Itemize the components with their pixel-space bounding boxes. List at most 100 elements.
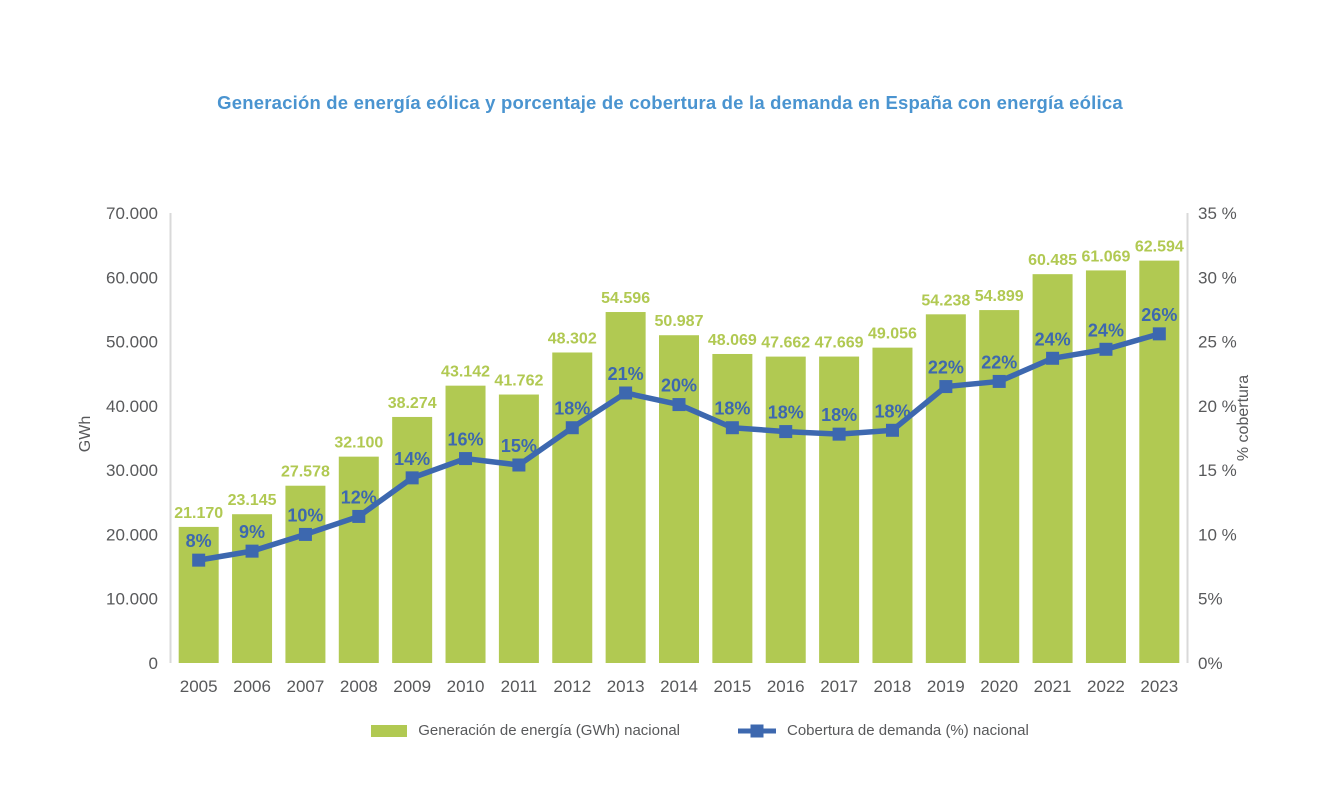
bar-value-label-2009: 38.274 bbox=[388, 395, 437, 412]
x-axis-label-2012: 2012 bbox=[553, 677, 591, 696]
line-series-swatch-icon bbox=[738, 724, 776, 737]
legend-item-generation: Generación de energía (GWh) nacional bbox=[371, 722, 680, 739]
coverage-label-2007: 10% bbox=[287, 505, 323, 525]
coverage-label-2020: 22% bbox=[981, 352, 1017, 372]
bar-value-label-2019: 54.238 bbox=[921, 292, 970, 309]
bar-value-label-2013: 54.596 bbox=[601, 290, 650, 307]
bar-value-label-2020: 54.899 bbox=[975, 288, 1024, 305]
coverage-label-2006: 9% bbox=[239, 522, 265, 542]
line-marker-2019 bbox=[939, 380, 953, 394]
bar-value-label-2023: 62.594 bbox=[1135, 239, 1184, 256]
coverage-label-2009: 14% bbox=[394, 449, 430, 469]
bar-value-label-2008: 32.100 bbox=[334, 435, 383, 452]
bar-value-label-2007: 27.578 bbox=[281, 464, 330, 481]
left-axis-tick: 60.000 bbox=[106, 268, 158, 287]
bar-value-label-2015: 48.069 bbox=[708, 332, 757, 349]
left-axis-tick: 30.000 bbox=[106, 461, 158, 480]
right-axis-title: % cobertura bbox=[1235, 375, 1252, 461]
bar-2011 bbox=[498, 394, 539, 663]
coverage-label-2005: 8% bbox=[186, 531, 212, 551]
bar-value-label-2021: 60.485 bbox=[1028, 252, 1077, 269]
left-axis-tick: 70.000 bbox=[106, 204, 158, 223]
bar-2006 bbox=[232, 514, 273, 663]
bar-2020 bbox=[979, 310, 1020, 663]
x-axis-label-2019: 2019 bbox=[927, 677, 965, 696]
line-marker-2013 bbox=[619, 386, 633, 400]
right-axis-tick: 30 % bbox=[1198, 268, 1237, 287]
x-axis-label-2007: 2007 bbox=[287, 677, 325, 696]
right-axis-tick: 10 % bbox=[1198, 525, 1237, 544]
left-axis-tick: 10.000 bbox=[106, 590, 158, 609]
x-axis-label-2011: 2011 bbox=[501, 677, 538, 696]
line-marker-2023 bbox=[1152, 327, 1166, 341]
chart-legend: Generación de energía (GWh) nacional Cob… bbox=[0, 722, 1320, 739]
line-marker-2021 bbox=[1046, 351, 1060, 365]
x-axis-label-2014: 2014 bbox=[660, 677, 698, 696]
line-marker-2005 bbox=[192, 553, 206, 567]
bar-2010 bbox=[445, 385, 486, 663]
x-axis-label-2016: 2016 bbox=[767, 677, 805, 696]
coverage-label-2021: 24% bbox=[1035, 329, 1071, 349]
line-marker-2009 bbox=[405, 471, 419, 485]
legend-label-generation: Generación de energía (GWh) nacional bbox=[418, 722, 680, 739]
coverage-label-2019: 22% bbox=[928, 358, 964, 378]
coverage-label-2010: 16% bbox=[448, 430, 484, 450]
line-marker-2016 bbox=[779, 425, 793, 439]
x-axis-label-2021: 2021 bbox=[1034, 677, 1072, 696]
line-marker-2015 bbox=[725, 421, 739, 435]
line-marker-2020 bbox=[992, 374, 1006, 388]
line-marker-2011 bbox=[512, 458, 526, 472]
line-marker-2017 bbox=[832, 427, 846, 441]
right-axis-tick: 35 % bbox=[1198, 204, 1237, 223]
bar-value-label-2010: 43.142 bbox=[441, 364, 490, 381]
coverage-label-2023: 26% bbox=[1141, 305, 1177, 325]
coverage-label-2013: 21% bbox=[608, 364, 644, 384]
legend-item-coverage: Cobertura de demanda (%) nacional bbox=[738, 722, 1029, 739]
line-marker-2022 bbox=[1099, 342, 1113, 356]
bar-value-label-2018: 49.056 bbox=[868, 326, 917, 343]
bar-2022 bbox=[1085, 270, 1126, 663]
x-axis-label-2010: 2010 bbox=[447, 677, 485, 696]
x-axis-label-2022: 2022 bbox=[1087, 677, 1125, 696]
x-axis-label-2008: 2008 bbox=[340, 677, 378, 696]
coverage-label-2011: 15% bbox=[501, 436, 537, 456]
left-axis-tick: 0 bbox=[149, 654, 158, 673]
coverage-label-2015: 18% bbox=[714, 399, 750, 419]
bar-2017 bbox=[819, 356, 860, 663]
coverage-label-2012: 18% bbox=[554, 399, 590, 419]
line-marker-2007 bbox=[298, 527, 312, 541]
x-axis-label-2005: 2005 bbox=[180, 677, 218, 696]
coverage-label-2016: 18% bbox=[768, 403, 804, 423]
x-axis-label-2013: 2013 bbox=[607, 677, 645, 696]
coverage-label-2018: 18% bbox=[874, 401, 910, 421]
bar-value-label-2005: 21.170 bbox=[174, 505, 223, 522]
right-axis-tick: 15 % bbox=[1198, 461, 1237, 480]
legend-label-coverage: Cobertura de demanda (%) nacional bbox=[787, 722, 1029, 739]
left-axis-tick: 20.000 bbox=[106, 525, 158, 544]
line-marker-2010 bbox=[459, 452, 473, 466]
x-axis-label-2017: 2017 bbox=[820, 677, 858, 696]
x-axis-label-2018: 2018 bbox=[874, 677, 912, 696]
x-axis-label-2020: 2020 bbox=[980, 677, 1018, 696]
right-axis-tick: 5% bbox=[1198, 590, 1223, 609]
line-marker-2018 bbox=[885, 423, 899, 437]
bar-value-label-2017: 47.669 bbox=[815, 335, 864, 352]
chart-title: Generación de energía eólica y porcentaj… bbox=[217, 92, 1123, 113]
bar-2018 bbox=[872, 347, 913, 663]
bar-2012 bbox=[552, 352, 593, 663]
bar-2009 bbox=[392, 416, 433, 663]
bar-2005 bbox=[178, 526, 219, 663]
bar-2016 bbox=[765, 356, 806, 663]
bar-2013 bbox=[605, 312, 646, 663]
bar-value-label-2016: 47.662 bbox=[761, 335, 810, 352]
line-marker-2014 bbox=[672, 398, 686, 412]
bar-value-label-2022: 61.069 bbox=[1081, 248, 1130, 265]
bar-2007 bbox=[285, 485, 326, 663]
bar-2021 bbox=[1032, 274, 1073, 663]
right-axis-tick: 20 % bbox=[1198, 397, 1237, 416]
right-axis-tick: 0% bbox=[1198, 654, 1223, 673]
bar-value-label-2014: 50.987 bbox=[655, 313, 704, 330]
bar-series-swatch-icon bbox=[371, 724, 408, 737]
x-axis-label-2023: 2023 bbox=[1140, 677, 1178, 696]
